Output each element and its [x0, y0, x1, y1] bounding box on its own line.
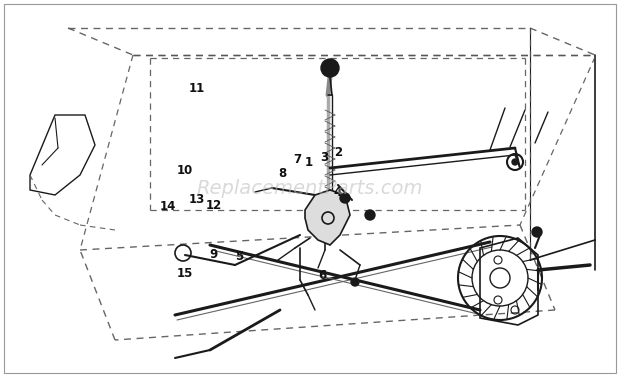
Text: 6: 6	[318, 269, 327, 282]
Text: 3: 3	[320, 151, 329, 164]
Text: 7: 7	[293, 153, 302, 166]
Circle shape	[321, 59, 339, 77]
Text: 13: 13	[189, 193, 205, 205]
Polygon shape	[305, 190, 350, 245]
Text: 14: 14	[159, 200, 175, 213]
Text: 9: 9	[210, 248, 218, 261]
Circle shape	[365, 210, 375, 220]
Text: 5: 5	[234, 250, 243, 263]
Circle shape	[532, 227, 542, 237]
Circle shape	[351, 278, 359, 286]
Text: 8: 8	[278, 167, 287, 180]
Text: 15: 15	[177, 267, 193, 280]
Text: 4: 4	[334, 186, 342, 199]
Circle shape	[512, 159, 518, 165]
Text: 11: 11	[189, 82, 205, 95]
Text: ReplacementParts.com: ReplacementParts.com	[197, 179, 423, 198]
Text: 12: 12	[206, 199, 222, 212]
Text: 10: 10	[177, 164, 193, 177]
Text: 1: 1	[304, 156, 313, 169]
Circle shape	[340, 193, 350, 203]
Text: 2: 2	[334, 146, 342, 159]
